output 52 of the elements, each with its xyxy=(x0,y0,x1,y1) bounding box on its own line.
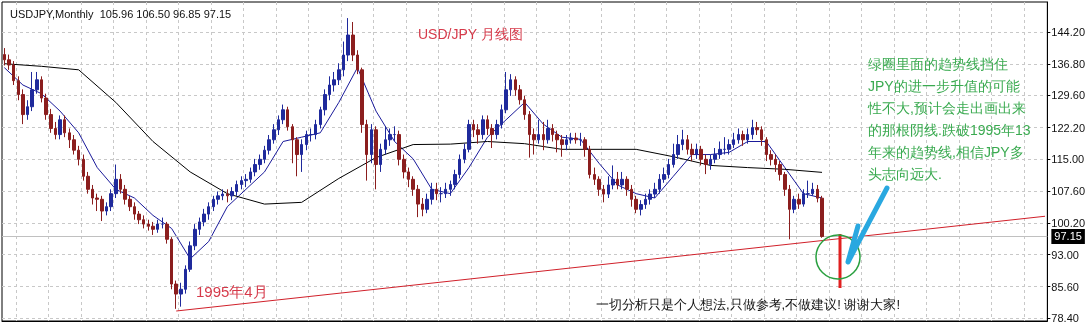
candlestick xyxy=(300,138,303,173)
candlestick xyxy=(379,143,382,173)
candlestick xyxy=(156,219,159,234)
candlestick xyxy=(439,186,443,203)
candlestick xyxy=(226,188,229,203)
candlestick xyxy=(737,127,740,145)
annotation: 1995年4月 xyxy=(196,282,268,300)
y-tick-label: 78.40 xyxy=(1051,311,1079,324)
candlestick xyxy=(616,171,619,190)
ref-line-label: 97.15 xyxy=(1054,230,1082,243)
y-tick-label: 129.60 xyxy=(1051,89,1086,102)
candlestick xyxy=(802,188,805,208)
y-tick-label: 100.20 xyxy=(1051,217,1086,230)
y-tick-label: 115.00 xyxy=(1051,152,1085,165)
candlestick xyxy=(63,114,66,138)
candlestick xyxy=(476,123,480,145)
y-tick-label: 85.60 xyxy=(1051,280,1079,293)
candlestick xyxy=(286,106,289,132)
candlestick xyxy=(370,123,373,164)
y-tick-label: 107.60 xyxy=(1051,185,1086,198)
candlestick xyxy=(811,182,814,197)
candlestick xyxy=(435,182,438,201)
candlestick xyxy=(58,114,62,140)
candlestick xyxy=(806,180,810,199)
candlestick xyxy=(746,127,749,145)
candlestick xyxy=(546,119,550,145)
candlestick xyxy=(151,221,155,236)
y-tick-label: 93.00 xyxy=(1051,248,1079,261)
candlestick xyxy=(444,182,447,199)
candlestick xyxy=(537,119,540,145)
candlestick xyxy=(481,114,485,140)
y-tick-label: 144.20 xyxy=(1051,25,1086,38)
line-series xyxy=(3,67,823,260)
annotation: 一切分析只是个人想法,只做参考,不做建议! 谢谢大家! xyxy=(596,296,901,312)
annotation: 绿圈里面的趋势线挡住JPY的进一步升值的可能性不大,预计会走出画出来的那根阴线.跌破1995年13年来的趋势线,相信JPY多头志向远大. xyxy=(867,56,1031,182)
candlestick xyxy=(574,132,578,145)
text: USDJPY,Monthly 105.96 106.50 96.85 97.15 xyxy=(10,7,232,20)
candlestick xyxy=(393,125,396,143)
candlestick xyxy=(751,119,754,140)
y-tick-label: 136.80 xyxy=(1051,58,1086,71)
y-tick-label: 122.20 xyxy=(1051,121,1086,134)
candlestick xyxy=(305,130,308,151)
candlestick xyxy=(374,125,378,190)
line-series xyxy=(3,63,823,205)
candlestick xyxy=(542,121,545,151)
candlestick xyxy=(797,193,801,210)
candlestick xyxy=(741,130,745,147)
candlestick xyxy=(620,171,624,190)
candlestick xyxy=(695,143,698,160)
text: USD/JPY 月线图 xyxy=(418,26,523,42)
candlestick xyxy=(792,195,796,214)
candlestick xyxy=(314,119,317,140)
